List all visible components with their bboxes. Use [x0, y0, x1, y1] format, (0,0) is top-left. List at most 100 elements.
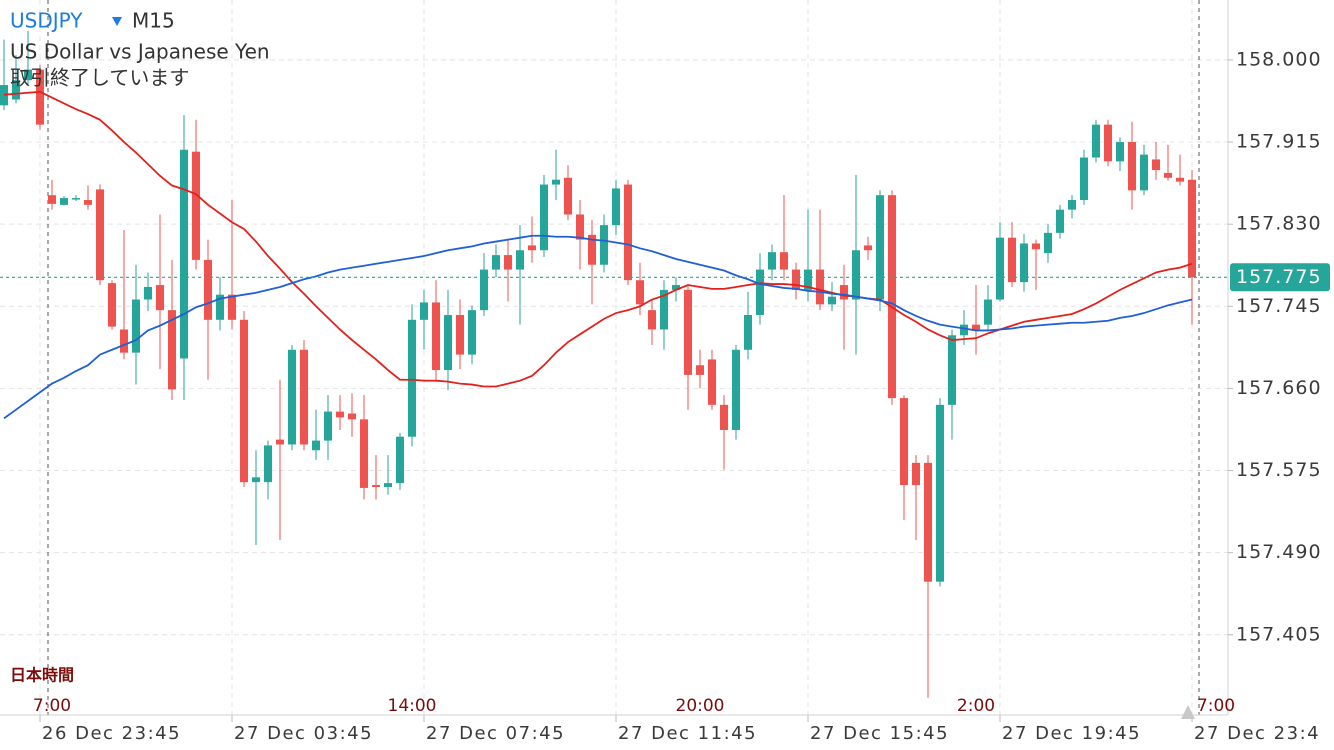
candle-body [432, 302, 440, 371]
candle-body [288, 349, 296, 445]
candle-body [684, 289, 692, 375]
candle-body [252, 477, 260, 483]
candle-body [240, 319, 248, 483]
candle-body [480, 269, 488, 311]
candle-body [216, 294, 224, 320]
y-tick-label: 158.000 [1236, 48, 1322, 70]
market-status: 取引終了しています [10, 66, 189, 90]
candle-body [552, 179, 560, 185]
candle-body [12, 80, 20, 100]
candle-body [1044, 232, 1052, 254]
candle-body [60, 198, 68, 205]
candle-body [792, 269, 800, 290]
x-tick-label: 26 Dec 23:45 [42, 723, 181, 744]
candle-body [180, 149, 188, 359]
candle-body [1104, 124, 1112, 162]
candle-body [636, 280, 644, 305]
candle-body [312, 440, 320, 451]
candle-body [888, 195, 896, 399]
candle-body [456, 314, 464, 355]
x-tick-label: 27 Dec 11:45 [618, 723, 757, 744]
candle-body [48, 195, 56, 204]
candle-body [780, 252, 788, 270]
candle-body [1152, 159, 1160, 171]
candle-body [492, 255, 500, 270]
candle-body [1068, 200, 1076, 210]
candle-body [300, 349, 308, 445]
candle-body [156, 285, 164, 311]
candle-body [624, 184, 632, 281]
session-label: 14:00 [388, 696, 437, 716]
candle-body [264, 445, 272, 483]
candle-body [672, 285, 680, 290]
candle-body [396, 436, 404, 484]
candle-body [420, 302, 428, 320]
candle-body [516, 250, 524, 270]
candle-body [588, 234, 596, 265]
candle-body [96, 189, 104, 281]
plot [0, 30, 1228, 698]
last-price-badge [1230, 263, 1330, 292]
candle-body [864, 245, 872, 251]
candle-body [444, 314, 452, 371]
y-tick-label: 157.660 [1236, 377, 1322, 399]
y-tick-label: 157.490 [1236, 541, 1322, 563]
candle-body [36, 69, 44, 125]
candle-body [408, 319, 416, 437]
candle-body [1056, 209, 1064, 233]
last-price-label: 157.775 [1236, 266, 1322, 288]
candle-body [528, 245, 536, 251]
y-tick-label: 157.745 [1236, 295, 1322, 317]
candle-body [540, 184, 548, 251]
candle-body [1128, 142, 1136, 191]
candle-body [72, 198, 80, 200]
candle-body [804, 269, 812, 290]
candle-body [192, 151, 200, 260]
candle-body [876, 195, 884, 300]
x-tick-label: 27 Dec 23:4 [1194, 723, 1320, 744]
candle-body [708, 359, 716, 405]
symbol-dropdown-icon[interactable] [112, 17, 122, 26]
candle-body [564, 177, 572, 215]
x-tick-label: 27 Dec 19:45 [1002, 723, 1141, 744]
candle-body [696, 365, 704, 375]
y-tick-label: 157.830 [1236, 213, 1322, 235]
moving-average-line [3, 90, 1193, 388]
moving-average-line [3, 234, 1193, 420]
y-tick-label: 157.575 [1236, 459, 1322, 481]
candle-body [852, 250, 860, 300]
candle-body [900, 398, 908, 486]
candle-body [756, 269, 764, 315]
candle-body [1188, 179, 1196, 278]
candle-body [1032, 243, 1040, 250]
symbol[interactable]: USDJPY [10, 9, 83, 33]
candle-body [720, 404, 728, 430]
candle-body [840, 285, 848, 300]
candle-body [576, 214, 584, 240]
candle-body [1116, 142, 1124, 162]
session-label: 2:00 [957, 696, 995, 716]
candle-body [936, 404, 944, 582]
scroll-marker[interactable] [1181, 705, 1195, 719]
candle-body [276, 439, 284, 445]
candle-body [924, 462, 932, 582]
x-tick-label: 27 Dec 15:45 [810, 723, 949, 744]
session-label: 7:00 [33, 696, 71, 716]
candle-body [228, 294, 236, 320]
candle-body [384, 483, 392, 487]
timezone-label: 日本時間 [10, 666, 74, 685]
candle-body [144, 286, 152, 300]
candle-body [1080, 157, 1088, 201]
x-tick-label: 27 Dec 07:45 [426, 723, 565, 744]
timeframe: M15 [132, 9, 175, 33]
candle-body [1092, 124, 1100, 158]
candle-body [132, 299, 140, 353]
candle-body [336, 411, 344, 418]
candle-body [0, 85, 8, 106]
candle-body [372, 485, 380, 487]
candle-body [360, 419, 368, 488]
candle-body [1140, 154, 1148, 191]
